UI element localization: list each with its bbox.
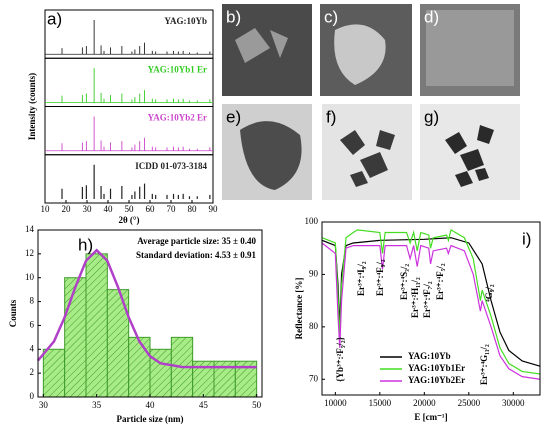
annotation: ⁴G₉/₂ [484, 284, 494, 302]
y-tick-label: 90 [309, 268, 319, 278]
annotation: Er³⁺:²H₁₁/₂ [410, 277, 420, 318]
series-line [321, 228, 541, 375]
x-tick-label: 30 [83, 204, 93, 214]
image-label: f) [326, 107, 336, 126]
tem-particle [240, 121, 302, 190]
annotation: Er³⁺:⁴F₅/₂ [435, 263, 445, 300]
x-tick-label: 25000 [458, 398, 481, 408]
x-tick-label: 30000 [502, 398, 525, 408]
x-tick-label: 20000 [413, 398, 436, 408]
x-tick-label: 50 [252, 400, 262, 410]
annotation: Er³⁺:⁴F₇/₂ [422, 281, 432, 318]
x-tick-label: 35 [92, 400, 102, 410]
y-axis-label: Intensity (counts) [27, 73, 37, 140]
y-tick-label: 8 [30, 296, 35, 306]
y-tick-label: 10 [25, 272, 35, 282]
x-tick-label: 10000 [324, 398, 347, 408]
annotation: {Yb³⁺:²F₅/₂} [335, 336, 345, 382]
fit-curve [37, 248, 257, 369]
bar-hatch [86, 253, 108, 397]
panel-label: a) [47, 9, 62, 28]
x-axis-label: Particle size (nm) [117, 414, 184, 424]
y-tick-label: 0 [30, 391, 35, 401]
sem-texture [426, 10, 514, 86]
sem-particle [334, 24, 386, 85]
x-axis-label: 2θ (°) [118, 215, 139, 225]
panel-label: h) [78, 235, 93, 254]
legend-label: YAG:10Yb2Er [408, 375, 465, 385]
y-tick-label: 4 [30, 343, 35, 353]
series-line [321, 242, 541, 380]
y-tick-label: 70 [309, 373, 319, 383]
bar-hatch [214, 361, 236, 397]
sem-image [222, 4, 312, 96]
tem-particles [340, 130, 395, 187]
series-label: YAG:10Yb2 Er [148, 113, 207, 123]
annotation: Er³⁺:⁴G₁₁/₂ [479, 344, 489, 385]
annotation: Standard deviation: 4.53 ± 0.91 [136, 250, 256, 260]
y-tick-label: 80 [309, 321, 319, 331]
legend-label: YAG:10Yb1Er [408, 363, 465, 373]
bar-hatch [150, 349, 172, 397]
x-axis-label: E [cm⁻¹] [414, 412, 447, 422]
image-label: b) [226, 7, 241, 26]
image-label: g) [424, 107, 439, 126]
plot-frame [321, 221, 541, 396]
x-tick-label: 70 [167, 204, 177, 214]
series-label: YAG:10Yb1 Er [148, 64, 207, 74]
image-panels [222, 4, 520, 200]
x-tick-label: 45 [199, 400, 209, 410]
image-label: c) [324, 7, 338, 26]
bar-hatch [64, 277, 86, 397]
y-tick-label: 12 [25, 248, 34, 258]
bar-hatch [43, 349, 65, 397]
x-tick-label: 30 [39, 400, 49, 410]
tem-particles [445, 125, 494, 187]
x-tick-label: 20 [62, 204, 72, 214]
annotation: Er³⁺:⁴I₉/₂ [356, 261, 366, 296]
x-tick-label: 40 [104, 204, 114, 214]
annotation: Er³⁺:⁴S₃/₂ [399, 264, 409, 300]
bar-hatch [128, 337, 150, 397]
legend-label: YAG:10Yb [408, 351, 451, 361]
series-label: ICDD 01-073-3184 [135, 161, 207, 171]
y-axis-label: Counts [8, 299, 18, 327]
y-tick-label: 14 [25, 224, 35, 234]
y-axis-label: Reflectance [%] [294, 278, 304, 340]
annotation: Er³⁺:⁴F₉/₂ [375, 259, 385, 296]
x-tick-label: 40 [146, 400, 156, 410]
y-tick-label: 6 [30, 319, 35, 329]
tem-image [322, 104, 412, 200]
bar-hatch [235, 361, 257, 397]
y-tick-label: 100 [305, 216, 319, 226]
series-label: YAG:10Yb [164, 16, 207, 26]
sem-particles [235, 28, 288, 63]
image-label: e) [226, 107, 241, 126]
x-tick-label: 10 [41, 204, 51, 214]
bar-hatch [107, 289, 129, 397]
x-tick-label: 15000 [369, 398, 392, 408]
image-label: d) [424, 7, 439, 26]
x-tick-label: 50 [125, 204, 135, 214]
panel-label: i) [522, 229, 531, 248]
x-tick-label: 90 [209, 204, 219, 214]
x-tick-label: 60 [146, 204, 156, 214]
annotation: Average particle size: 35 ± 0.40 [137, 236, 256, 246]
y-tick-label: 2 [30, 367, 35, 377]
bar-hatch [192, 361, 214, 397]
x-tick-label: 80 [188, 204, 198, 214]
